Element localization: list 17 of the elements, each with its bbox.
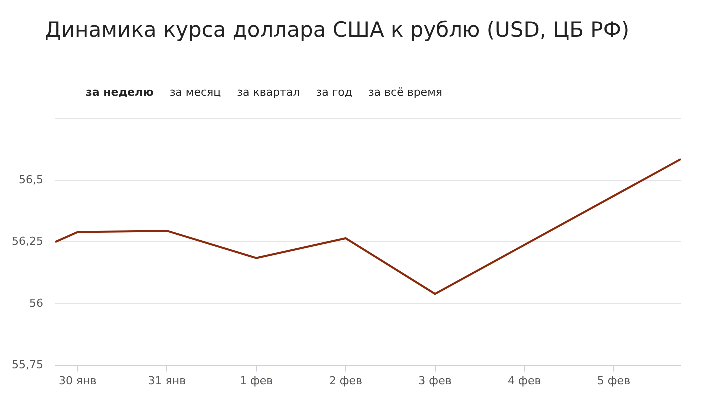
y-tick-label: 56,5	[18, 173, 44, 186]
text: за всё время	[368, 86, 442, 99]
y-tick-label: 56	[29, 296, 44, 310]
x-tick-label: 2 фев	[329, 374, 362, 388]
y-tick-label: 55,75	[12, 358, 44, 372]
text: за год	[316, 86, 352, 99]
x-tick-label: 30 янв	[58, 374, 97, 388]
text: за неделю	[86, 86, 154, 99]
x-tick-label: 1 фев	[240, 374, 274, 388]
x-tick-label: 4 фев	[508, 374, 542, 388]
x-tick-label: 31 янв	[148, 374, 186, 388]
text: за квартал	[237, 86, 300, 99]
text: за месяц	[170, 86, 222, 99]
x-tick-label: 5 фев	[597, 374, 631, 388]
y-tick-label: 56,25	[12, 235, 44, 248]
chart-title: Динамика курса доллара США к рублю (USD, ЦБ РФ)	[45, 18, 630, 42]
x-tick-label: 3 фев	[418, 374, 452, 388]
